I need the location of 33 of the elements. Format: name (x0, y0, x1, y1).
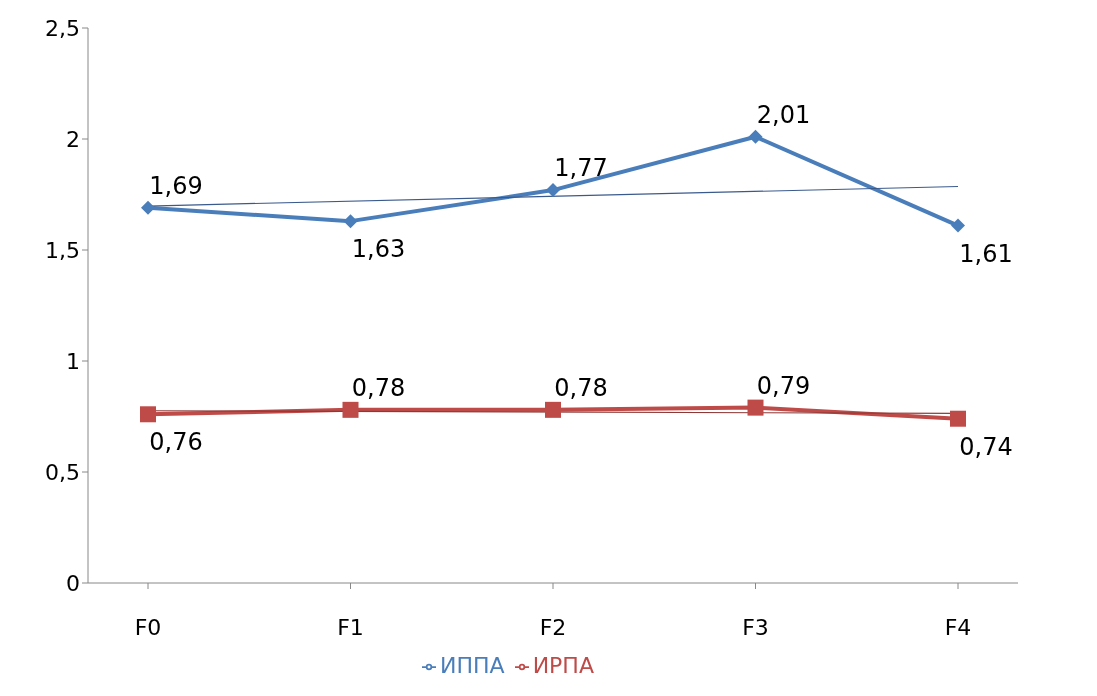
y-tick-label: 0,5 (45, 459, 80, 485)
y-tick-label: 2,5 (45, 15, 80, 41)
point (141, 200, 155, 215)
data-label: 2,01 (756, 100, 811, 129)
data-label: 1,61 (959, 239, 1013, 268)
x-tick-label: F2 (539, 614, 567, 640)
x-tick-label: F3 (742, 614, 769, 640)
x-tick-label: F4 (944, 614, 972, 640)
point (342, 401, 359, 418)
point (748, 129, 763, 144)
y-tick-label: 1,5 (45, 237, 80, 263)
data-label: 0,76 (149, 428, 203, 457)
legend-label: ИППА (440, 653, 505, 678)
data-label: 0,79 (756, 371, 811, 400)
point (747, 399, 764, 416)
data-label: 1,77 (554, 154, 608, 183)
data-label: 0,78 (554, 373, 608, 402)
data-label: 0,78 (351, 373, 406, 402)
point (545, 401, 561, 418)
point (951, 218, 965, 233)
point (140, 406, 156, 423)
x-tick-label: F1 (337, 614, 364, 640)
point (950, 410, 966, 427)
y-tick-label: 1 (66, 348, 80, 374)
legend-label: ИРПА (532, 653, 594, 678)
y-tick-label: 0 (66, 570, 80, 596)
data-label: 1,63 (351, 235, 406, 264)
data-label: 0,74 (959, 432, 1013, 461)
x-tick-label: F0 (134, 614, 162, 640)
data-label: 1,69 (149, 171, 203, 200)
y-tick-label: 2 (66, 126, 80, 152)
point (546, 183, 560, 198)
point (343, 214, 358, 229)
